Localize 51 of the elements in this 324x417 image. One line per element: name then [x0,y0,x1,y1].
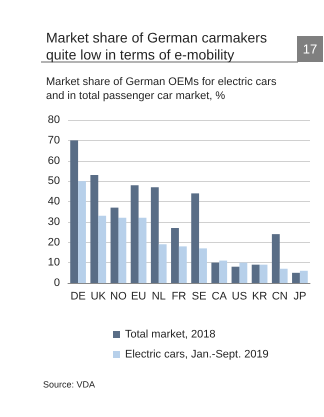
bar [110,208,118,283]
source-note: Source: VDA [43,380,96,390]
bar [150,187,159,283]
x-tick-label: CA [212,290,228,302]
bar [199,248,207,283]
bar [211,262,220,283]
y-tick-label: 70 [48,134,60,146]
bar [272,234,280,283]
bar [171,228,179,283]
legend-label: Total market, 2018 [125,328,216,340]
x-tick-label: FR [172,290,186,302]
bar [232,266,240,283]
y-tick-label: 60 [48,154,60,167]
y-tick-label: 10 [48,256,60,269]
bar [138,218,146,283]
x-tick-label: KR [252,290,268,302]
bar [70,140,78,283]
bar [292,272,300,283]
bar [178,246,187,283]
bar [280,268,288,283]
bar [219,260,228,283]
bar [252,264,260,283]
text: 17 [302,42,318,56]
y-tick-label: 0 [54,277,60,289]
legend-label: Electric cars, Jan.-Sept. 2019 [125,348,269,360]
bar [239,262,248,283]
bar [158,244,167,283]
x-tick-label: SE [192,290,206,302]
y-tick-label: 80 [48,114,60,126]
chart-subtitle: Market share of German OEMs for electric cars and in total passenger car market, % [46,76,277,102]
x-tick-label: CN [272,290,288,302]
bar [260,264,268,283]
x-tick-label: JP [293,290,306,302]
y-tick-label: 30 [48,216,60,228]
x-tick-label: NO [110,290,128,302]
x-tick-label: DE [70,290,86,302]
bar [130,185,139,283]
x-tick-label: US [232,290,248,302]
bar [118,218,126,283]
x-tick-label: NL [152,290,166,302]
y-tick-label: 40 [48,196,60,208]
bar [78,181,86,283]
x-tick-label: UK [90,290,107,302]
y-tick-label: 20 [48,236,60,248]
chart-title: Market share of German carmakers quite low in terms of e-mobility [46,30,267,62]
bar [300,270,308,283]
bar [90,175,98,283]
bar [191,193,200,283]
y-tick-label: 50 [48,175,60,188]
x-tick-label: EU [130,290,146,302]
bar [98,216,106,283]
